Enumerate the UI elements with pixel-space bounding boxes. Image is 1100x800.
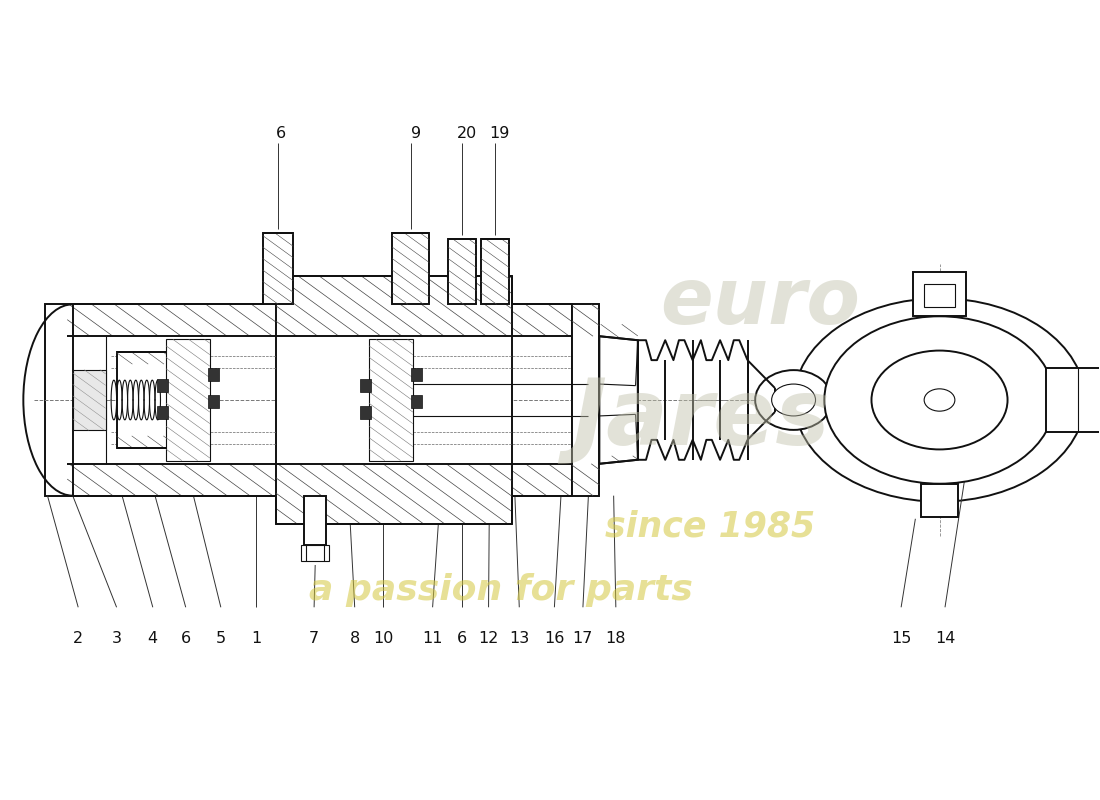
Text: euro: euro — [660, 264, 859, 340]
Text: 14: 14 — [935, 631, 955, 646]
Text: 17: 17 — [573, 631, 593, 646]
Text: 18: 18 — [606, 631, 626, 646]
Text: 2: 2 — [73, 631, 84, 646]
Text: a passion for parts: a passion for parts — [309, 574, 693, 607]
Circle shape — [871, 350, 1008, 450]
Bar — [166, 339, 210, 461]
Bar — [117, 352, 183, 448]
Bar — [208, 368, 219, 381]
Bar — [276, 277, 512, 523]
Text: 5: 5 — [216, 631, 225, 646]
Text: 20: 20 — [456, 126, 476, 141]
Bar — [157, 379, 168, 392]
Text: 11: 11 — [422, 631, 443, 646]
Text: 13: 13 — [509, 631, 529, 646]
Bar — [572, 304, 600, 496]
Bar — [921, 484, 958, 517]
Bar — [924, 285, 955, 306]
Text: 6: 6 — [276, 126, 286, 141]
Bar — [360, 406, 371, 419]
Polygon shape — [600, 336, 638, 464]
Bar — [45, 304, 572, 496]
Bar — [410, 368, 421, 381]
Bar — [208, 395, 219, 408]
Circle shape — [924, 389, 955, 411]
Text: 10: 10 — [373, 631, 394, 646]
Text: 7: 7 — [309, 631, 319, 646]
Bar — [263, 233, 294, 304]
Bar — [410, 395, 421, 408]
Bar — [368, 339, 412, 461]
Text: 4: 4 — [147, 631, 158, 646]
Ellipse shape — [794, 298, 1085, 502]
Ellipse shape — [1046, 372, 1100, 428]
Text: 16: 16 — [544, 631, 564, 646]
Bar — [448, 239, 476, 304]
Circle shape — [1063, 386, 1100, 414]
Bar — [73, 370, 106, 430]
Bar — [360, 379, 371, 392]
Ellipse shape — [756, 370, 832, 430]
Text: since 1985: since 1985 — [605, 510, 815, 543]
Text: 3: 3 — [111, 631, 122, 646]
Text: 6: 6 — [180, 631, 190, 646]
Circle shape — [771, 384, 815, 416]
Text: 9: 9 — [411, 126, 421, 141]
Bar — [301, 545, 330, 561]
Circle shape — [824, 316, 1055, 484]
Text: 12: 12 — [478, 631, 498, 646]
Bar — [157, 406, 168, 419]
Bar — [481, 239, 509, 304]
Text: 8: 8 — [350, 631, 360, 646]
Text: 19: 19 — [490, 126, 509, 141]
Bar — [1046, 368, 1100, 432]
Text: Jares: Jares — [572, 374, 829, 464]
Text: 1: 1 — [251, 631, 261, 646]
Bar — [392, 233, 429, 304]
Text: 6: 6 — [458, 631, 468, 646]
Bar — [913, 273, 966, 316]
Bar — [305, 496, 327, 545]
Text: 15: 15 — [891, 631, 911, 646]
